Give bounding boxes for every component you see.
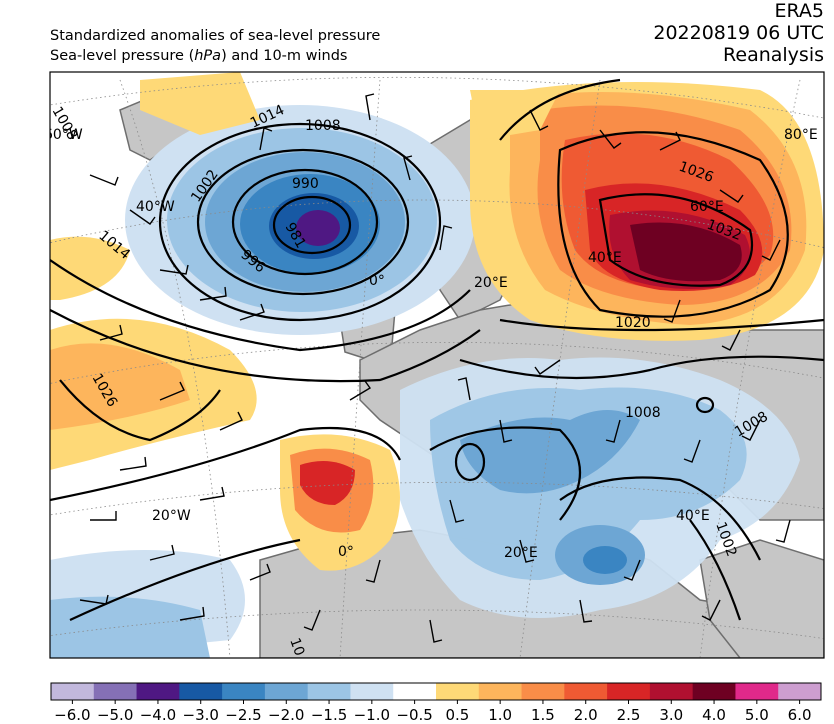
lon-label-40e-south: 40°E <box>676 508 710 524</box>
colorbar-tick-label: −3.0 <box>183 706 219 724</box>
lon-label-0-north: 0° <box>369 273 385 289</box>
lat-label-50n: 50°N <box>2 232 44 266</box>
colorbar-tick-label: 4.0 <box>702 706 726 724</box>
colorbar: −6.0 −5.0 −4.0 −3.0 −2.5 −2.0 −1.5 −1.0 −0.5 0.5 1… <box>50 682 822 724</box>
map-frame <box>49 71 825 659</box>
anomaly-map: 60°N 50°N 40°N 30°N 20°N 60°W 40°W 20°W … <box>2 71 825 659</box>
data-source: ERA5 <box>774 0 824 22</box>
colorbar-cell <box>350 683 394 700</box>
colorbar-cell <box>393 683 437 700</box>
colorbar-cell <box>222 683 266 700</box>
colorbar-cell <box>521 683 565 700</box>
lon-label-20w: 20°W <box>152 508 191 524</box>
lat-label-30n: 30°N <box>2 491 44 525</box>
lon-label-40e-north: 40°E <box>588 250 622 266</box>
colorbar-cell <box>51 683 95 700</box>
colorbar-cell <box>649 683 694 700</box>
product-type: Reanalysis <box>723 44 824 66</box>
colorbar-cell <box>436 683 480 700</box>
colorbar-cell <box>179 683 223 700</box>
colorbar-cell <box>307 683 351 700</box>
lon-label-0-south: 0° <box>338 544 354 560</box>
colorbar-frame <box>50 682 822 701</box>
colorbar-tick-label: −4.0 <box>140 706 176 724</box>
title-line-2: Sea-level pressure (hPa) and 10-m winds <box>50 48 348 64</box>
isobar-label: 1008 <box>625 405 661 421</box>
colorbar-cell <box>93 683 138 700</box>
isobar-label: 10 <box>286 636 307 658</box>
colorbar-cell <box>778 683 822 700</box>
colorbar-tick-label: 5.0 <box>745 706 769 724</box>
colorbar-tick-label: 0.5 <box>445 706 469 724</box>
isobar-label: 990 <box>292 176 319 192</box>
lon-label-60w: 60°W <box>44 127 83 143</box>
colorbar-cell <box>735 683 779 700</box>
isobar-label: 1008 <box>305 118 341 134</box>
negative-anomaly-shading <box>50 105 800 658</box>
colorbar-ticks: −6.0 −5.0 −4.0 −3.0 −2.5 −2.0 −1.5 −1.0 −0.5 0.5 1… <box>54 700 812 724</box>
colorbar-tick-label: 2.0 <box>574 706 598 724</box>
colorbar-tick-label: −0.5 <box>396 706 432 724</box>
isobars <box>50 78 824 621</box>
lon-label-20e-south: 20°E <box>504 545 538 561</box>
colorbar-tick-label: 3.0 <box>659 706 683 724</box>
graticule <box>50 76 824 658</box>
lat-label-60n: 60°N <box>4 80 46 114</box>
colorbar-cell <box>607 683 651 700</box>
colorbar-tick-label: −2.0 <box>268 706 304 724</box>
title-line-1: Standardized anomalies of sea-level pres… <box>50 28 381 44</box>
lon-label-80e: 80°E <box>784 127 818 143</box>
colorbar-cell <box>564 683 608 700</box>
colorbar-tick-label: 2.5 <box>617 706 641 724</box>
lon-label-60e: 60°E <box>690 199 724 215</box>
colorbar-cell <box>478 683 523 700</box>
colorbar-tick-label: −1.5 <box>311 706 347 724</box>
colorbar-cell <box>692 683 736 700</box>
colorbar-cell <box>136 683 180 700</box>
lat-label-20n: 20°N <box>2 610 44 644</box>
colorbar-tick-label: 6.0 <box>788 706 812 724</box>
lon-label-20e-north: 20°E <box>474 275 508 291</box>
lat-label-40n: 40°N <box>2 368 44 402</box>
colorbar-tick-label: −6.0 <box>54 706 90 724</box>
wind-barbs <box>79 93 791 643</box>
colorbar-cells <box>51 683 822 700</box>
colorbar-tick-label: 1.5 <box>531 706 555 724</box>
colorbar-tick-label: −5.0 <box>97 706 133 724</box>
isobar-label: 1020 <box>615 315 651 331</box>
colorbar-tick-label: −2.5 <box>225 706 261 724</box>
colorbar-cell <box>264 683 309 700</box>
lon-label-40w: 40°W <box>136 199 175 215</box>
colorbar-tick-label: 1.0 <box>488 706 512 724</box>
colorbar-tick-label: −1.0 <box>354 706 390 724</box>
valid-datetime: 20220819 06 UTC <box>653 22 824 44</box>
